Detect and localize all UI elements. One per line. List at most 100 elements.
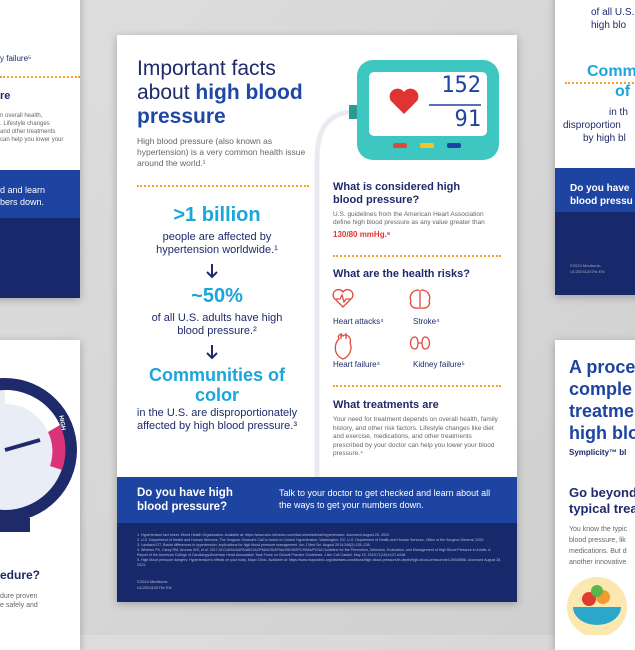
risk-label: Heart attacks⁴ <box>333 317 384 326</box>
footnote: 4. Whelton PK, Carey RM, Aronow WS, et a… <box>137 548 491 557</box>
risk-label: Kidney failure⁵ <box>413 360 465 369</box>
line: can help you lower your <box>0 137 64 143</box>
line: of all U.S. <box>591 7 635 18</box>
title-emphasis: high blood pressure <box>137 81 303 128</box>
footnote: 5. High blood pressure dangers: Hyperten… <box>137 558 502 567</box>
stat-text: people are affected by hypertension worl… <box>156 231 278 256</box>
stat-text: of all U.S. adults have high blood press… <box>151 312 283 337</box>
footer <box>117 523 517 602</box>
stat-big: ~50% <box>191 285 243 307</box>
cta-band <box>117 477 517 523</box>
stat-big: >1 billion <box>173 204 261 226</box>
stat-big: Communities of color <box>148 365 285 405</box>
line: d and learn <box>0 185 46 195</box>
line: e safely and <box>0 602 38 609</box>
line: A proce <box>569 357 635 377</box>
line: You know the typic <box>569 526 628 533</box>
copyright: ©2024 Medtronic. <box>137 579 169 584</box>
text: y failure⁵ <box>0 54 32 63</box>
text: U.S. guidelines from the American Heart … <box>333 211 485 226</box>
intro: High blood pressure (also known as hyper… <box>137 136 306 168</box>
footer <box>555 212 635 295</box>
line: and other treatments <box>0 129 56 135</box>
right-top-sheet: of all U.S. high blo Comm of in th dispropo… <box>555 0 635 295</box>
stat-text: in the U.S. are disproportionately affec… <box>136 407 298 432</box>
text: You know the typic blood pressure, lik med… <box>569 524 627 568</box>
line: medications. But d <box>569 548 627 555</box>
text: Your need for treatment depends on overa… <box>333 416 498 457</box>
line: Go beyond <box>569 485 635 500</box>
footer-legal: ©2024 Medtronic. UC202412079c EN <box>137 579 171 591</box>
gauge <box>0 378 77 532</box>
line: typical trea <box>569 501 635 516</box>
line: . Lifestyle changes <box>0 121 50 127</box>
line: treatme <box>569 401 635 421</box>
monitor-illustration <box>314 60 499 480</box>
footer-text: ©2024 Medtronic. UC202412079c EN <box>570 263 604 275</box>
line: UC202412079c EN <box>570 269 605 274</box>
code: UC202412079c EN <box>137 585 172 590</box>
footnote: 3. Lackland DT. Racial differences in hy… <box>137 543 371 547</box>
line: bers down. <box>0 197 45 207</box>
footnote: 2. U.S. Department of Health and Human S… <box>137 538 485 542</box>
line: of <box>615 83 631 100</box>
title-text: Important facts about <box>137 57 276 104</box>
arrow <box>206 345 218 360</box>
left-bottom-sheet: RMAL HIGH edure? dure proven e safely and <box>0 340 80 650</box>
line: comple <box>569 379 633 399</box>
text: n overall health, . Lifestyle changes and … <box>0 112 63 144</box>
divider <box>0 76 80 78</box>
line: by high bl <box>583 133 626 144</box>
heading: A proce comple treatme high blo <box>569 356 635 444</box>
heading: re <box>0 90 11 102</box>
diastolic: 91 <box>454 107 482 132</box>
divider <box>333 385 501 387</box>
subheading: Symplicity™ bl <box>569 448 627 457</box>
cta-band <box>0 170 80 218</box>
cta-text: Talk to your doctor to get checked and l… <box>279 488 491 510</box>
cta-text: Do you have blood pressu <box>570 182 633 208</box>
food-bowl <box>567 577 627 635</box>
line: another innovative <box>569 559 627 566</box>
right-bottom-sheet: A proce comple treatme high blo Symplicity™… <box>555 340 635 650</box>
divider <box>565 82 635 84</box>
line: in th <box>609 107 628 118</box>
footnotes: 1. Hypertension fact sheet. World Health… <box>137 533 502 568</box>
line: high blo <box>569 423 635 443</box>
arrow <box>206 264 218 279</box>
line: dure proven <box>0 593 38 600</box>
line: high blo <box>591 20 627 31</box>
heading: edure? <box>0 568 41 582</box>
line: blood pressu <box>570 196 633 207</box>
systolic: 152 <box>441 73 481 98</box>
text: dure proven e safely and <box>0 592 38 610</box>
text: of all U.S. high blo <box>591 6 634 32</box>
risk-label: Heart failure⁴ <box>333 360 381 369</box>
heading: What are the health risks? <box>333 268 470 280</box>
main-flyer: Important facts about high blood pressur… <box>117 35 517 602</box>
line: Comm <box>587 63 635 80</box>
heading: Go beyond typical trea <box>569 485 635 517</box>
line: disproportion <box>563 120 621 131</box>
page: y failure⁵ re n overall health, . Lifesty… <box>0 0 635 635</box>
line: n overall health, <box>0 113 43 119</box>
divider <box>137 185 309 187</box>
footer <box>0 218 80 298</box>
heading: What is considered high blood pressure? <box>333 181 461 206</box>
cta-question: Do you have high blood pressure? <box>137 487 233 513</box>
risk-icons <box>332 288 431 360</box>
cta-band <box>555 168 635 212</box>
heading: What treatments are <box>333 399 439 411</box>
line: blood pressure, lik <box>569 537 626 544</box>
footnote: 1. Hypertension fact sheet. World Health… <box>137 533 390 537</box>
left-top-sheet: y failure⁵ re n overall health, . Lifesty… <box>0 0 80 298</box>
text: in th disproportion by high bl <box>563 106 628 145</box>
cta-text: d and learn bers down. <box>0 184 45 208</box>
title: Important facts about high blood pressur… <box>137 57 312 129</box>
threshold: 130/80 mmHg.⁶ <box>333 230 391 239</box>
line: ©2024 Medtronic. <box>570 263 602 268</box>
stat: Comm of <box>587 62 635 102</box>
line: Do you have <box>570 183 630 194</box>
divider <box>333 255 501 257</box>
risk-label: Stroke⁴ <box>413 317 440 326</box>
